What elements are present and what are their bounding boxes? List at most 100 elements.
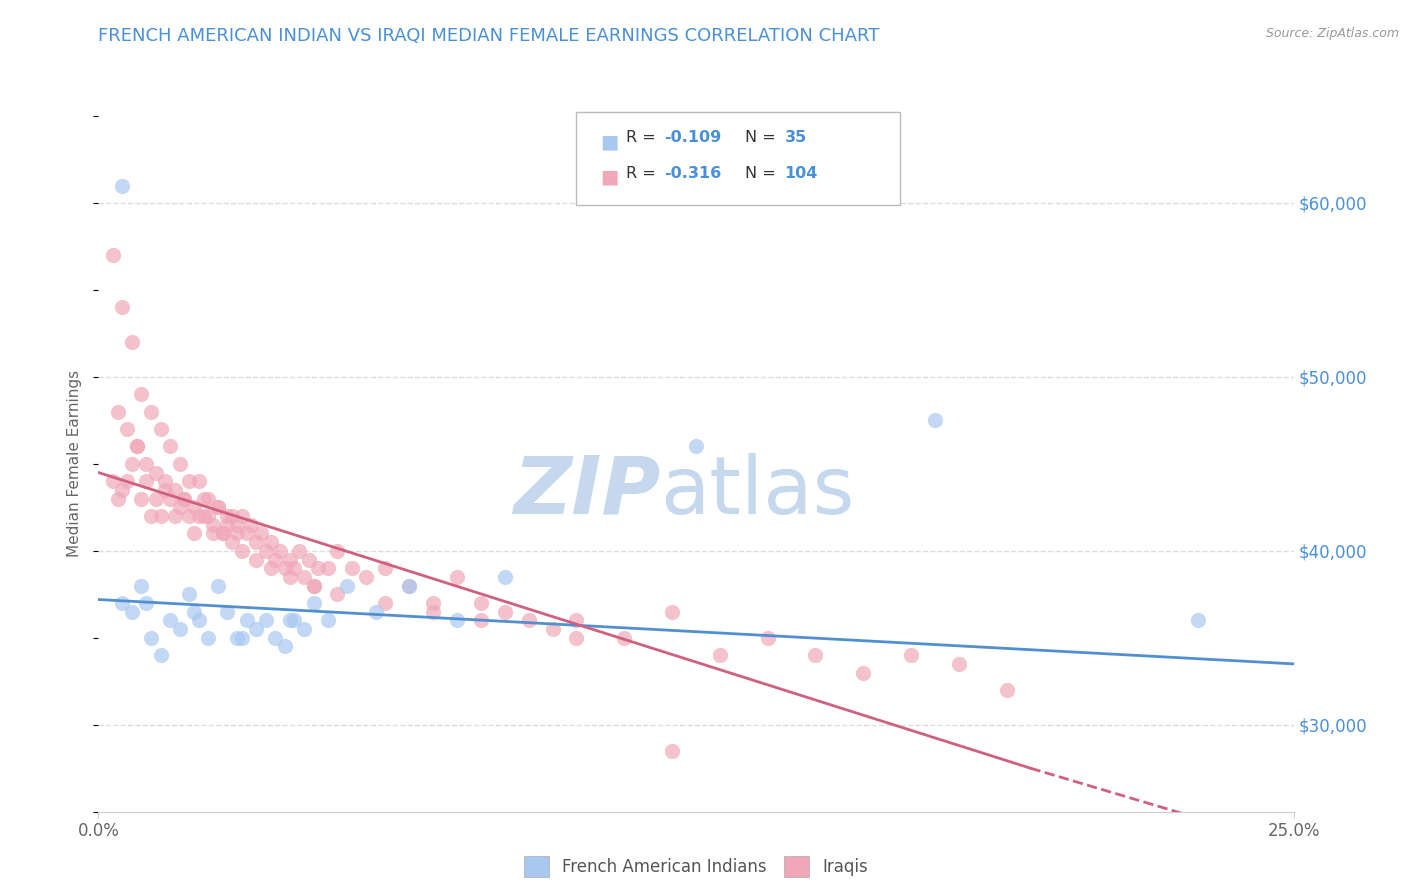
Point: [226, 526, 249, 541]
Point: [207, 500, 229, 515]
Point: [197, 508, 219, 523]
Text: ■: ■: [600, 168, 619, 186]
Point: [163, 483, 186, 497]
Text: R =: R =: [626, 166, 661, 181]
Point: [259, 535, 281, 549]
Point: [217, 605, 239, 619]
Point: [685, 440, 707, 454]
Point: [111, 301, 134, 315]
Point: [197, 491, 219, 506]
Point: [139, 631, 162, 645]
Point: [948, 657, 970, 671]
Point: [326, 587, 349, 601]
Point: [494, 605, 516, 619]
Text: Source: ZipAtlas.com: Source: ZipAtlas.com: [1265, 27, 1399, 40]
Point: [231, 631, 253, 645]
Point: [245, 552, 267, 566]
Point: [139, 508, 162, 523]
Point: [145, 491, 167, 506]
Point: [139, 405, 162, 419]
Point: [221, 508, 243, 523]
Point: [187, 508, 209, 523]
Point: [149, 422, 172, 436]
Point: [202, 517, 225, 532]
Point: [217, 508, 239, 523]
Point: [101, 475, 124, 489]
Point: [187, 614, 209, 628]
Text: -0.316: -0.316: [664, 166, 721, 181]
Point: [169, 500, 191, 515]
Point: [250, 526, 273, 541]
Point: [1187, 614, 1209, 628]
Point: [145, 466, 167, 480]
Point: [135, 475, 157, 489]
Point: [541, 622, 564, 636]
Point: [159, 614, 181, 628]
Point: [900, 648, 922, 663]
Point: [193, 491, 215, 506]
Point: [240, 517, 263, 532]
Point: [316, 561, 339, 575]
Point: [121, 605, 143, 619]
Point: [193, 508, 215, 523]
Point: [354, 570, 377, 584]
Point: [470, 596, 492, 610]
Point: [245, 622, 267, 636]
Point: [183, 526, 205, 541]
Point: [288, 544, 311, 558]
Point: [115, 422, 138, 436]
Point: [756, 631, 779, 645]
Point: [125, 440, 148, 454]
Point: [131, 579, 153, 593]
Point: [202, 526, 225, 541]
Point: [159, 440, 181, 454]
Point: [155, 483, 177, 497]
Point: [264, 552, 287, 566]
Point: [149, 648, 172, 663]
Point: [517, 614, 540, 628]
Point: [374, 561, 396, 575]
Point: [179, 508, 201, 523]
Point: [661, 605, 683, 619]
Point: [121, 457, 143, 471]
Point: [131, 387, 153, 401]
Point: [336, 579, 359, 593]
Point: [111, 483, 134, 497]
Point: [269, 544, 291, 558]
Point: [422, 596, 444, 610]
Point: [197, 631, 219, 645]
Point: [316, 614, 339, 628]
Point: [221, 535, 243, 549]
Point: [155, 475, 177, 489]
Point: [231, 508, 253, 523]
Point: [302, 579, 325, 593]
Point: [169, 457, 191, 471]
Point: [131, 491, 153, 506]
Point: [101, 248, 124, 262]
Point: [470, 614, 492, 628]
Point: [292, 622, 315, 636]
Point: [278, 570, 301, 584]
Point: [135, 596, 157, 610]
Point: [364, 605, 387, 619]
Point: [179, 587, 201, 601]
Point: [374, 596, 396, 610]
Point: [179, 475, 201, 489]
Point: [235, 614, 257, 628]
Point: [446, 614, 468, 628]
Point: [135, 457, 157, 471]
Point: [613, 631, 636, 645]
Point: [173, 491, 195, 506]
Point: [565, 614, 588, 628]
Point: [398, 579, 420, 593]
Text: R =: R =: [626, 130, 661, 145]
Point: [340, 561, 363, 575]
Point: [852, 665, 875, 680]
Legend: French American Indians, Iraqis: French American Indians, Iraqis: [517, 850, 875, 883]
Point: [298, 552, 321, 566]
Point: [254, 614, 277, 628]
Text: ZIP: ZIP: [513, 452, 661, 531]
Point: [111, 178, 134, 193]
Point: [274, 640, 297, 654]
Point: [159, 491, 181, 506]
